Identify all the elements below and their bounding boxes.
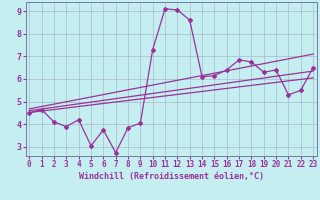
X-axis label: Windchill (Refroidissement éolien,°C): Windchill (Refroidissement éolien,°C) bbox=[79, 172, 264, 181]
